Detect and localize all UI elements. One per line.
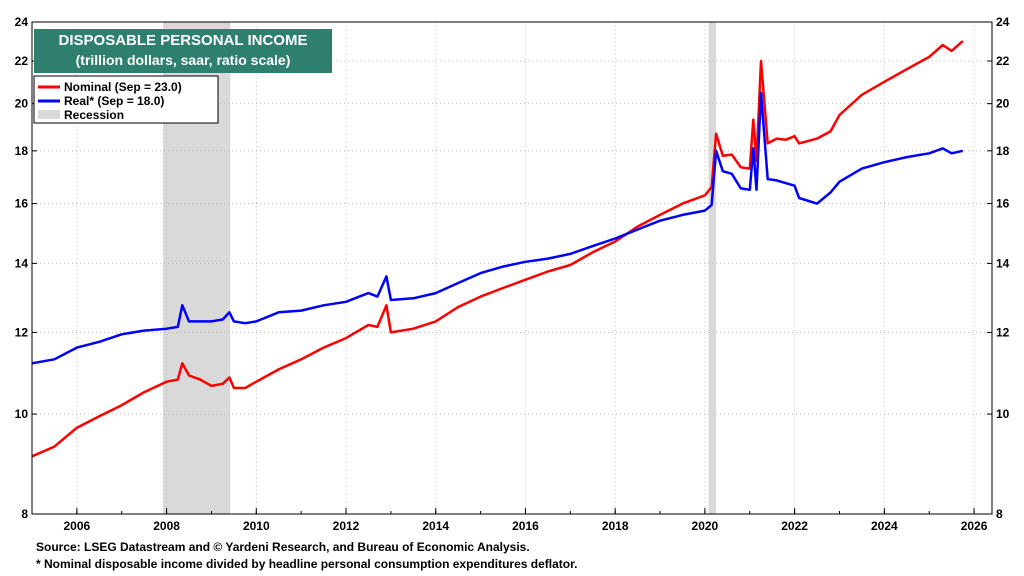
y-tick-label-left-8: 8 — [21, 507, 28, 521]
y-tick-label-left-12: 12 — [15, 325, 29, 339]
x-tick-label-2010: 2010 — [243, 519, 270, 533]
y-tick-label-right-18: 18 — [996, 144, 1010, 158]
y-tick-label-left-22: 22 — [15, 54, 29, 68]
legend-label-recession: Recession — [64, 108, 124, 122]
y-tick-label-right-10: 10 — [996, 407, 1010, 421]
series-lines — [31, 40, 964, 458]
x-tick-label-2014: 2014 — [422, 519, 449, 533]
y-tick-label-right-8: 8 — [996, 507, 1003, 521]
recession-bands — [162, 22, 717, 514]
x-tick-label-2012: 2012 — [333, 519, 360, 533]
y-axis-ticks: 8 8 10 10 12 12 14 14 16 16 18 18 20 20 22 22 24 24 — [15, 15, 1010, 521]
footnote: * Nominal disposable income divided by h… — [36, 557, 578, 571]
x-tick-label-2016: 2016 — [512, 519, 539, 533]
y-tick-label-left-14: 14 — [15, 256, 29, 270]
y-tick-label-right-22: 22 — [996, 54, 1010, 68]
x-tick-label-2022: 2022 — [781, 519, 808, 533]
legend: Nominal (Sep = 23.0) Real* (Sep = 18.0) … — [33, 75, 219, 124]
y-tick-label-left-10: 10 — [15, 407, 29, 421]
series-line-real — [31, 91, 964, 365]
y-tick-label-left-16: 16 — [15, 197, 29, 211]
x-tick-label-2026: 2026 — [961, 519, 988, 533]
x-tick-label-2024: 2024 — [871, 519, 898, 533]
series-line-nominal — [31, 40, 964, 458]
y-tick-label-left-24: 24 — [15, 15, 29, 29]
chart-title-box: DISPOSABLE PERSONAL INCOME (trillion dol… — [34, 29, 332, 73]
chart-title: DISPOSABLE PERSONAL INCOME — [58, 32, 308, 49]
legend-swatch-recession — [38, 110, 60, 119]
legend-label-real: Real* (Sep = 18.0) — [64, 94, 164, 108]
x-tick-label-2018: 2018 — [602, 519, 629, 533]
x-tick-label-2020: 2020 — [692, 519, 719, 533]
y-tick-label-left-20: 20 — [15, 97, 29, 111]
y-tick-label-right-20: 20 — [996, 97, 1010, 111]
y-tick-label-right-24: 24 — [996, 15, 1010, 29]
chart-subtitle: (trillion dollars, saar, ratio scale) — [75, 52, 291, 68]
y-tick-label-right-12: 12 — [996, 325, 1010, 339]
y-tick-label-right-16: 16 — [996, 197, 1010, 211]
source-note: Source: LSEG Datastream and © Yardeni Re… — [36, 540, 530, 554]
recession-band-1 — [708, 22, 717, 514]
x-tick-label-2008: 2008 — [153, 519, 180, 533]
legend-label-nominal: Nominal (Sep = 23.0) — [64, 80, 182, 94]
y-tick-label-right-14: 14 — [996, 256, 1010, 270]
y-tick-label-left-18: 18 — [15, 144, 29, 158]
x-axis-ticks: 2006 2008 2010 2012 2014 2016 2018 2020 2022 2024… — [31, 508, 988, 533]
legend-frame — [33, 75, 219, 124]
x-tick-label-2006: 2006 — [64, 519, 91, 533]
plot-frame — [31, 21, 993, 515]
